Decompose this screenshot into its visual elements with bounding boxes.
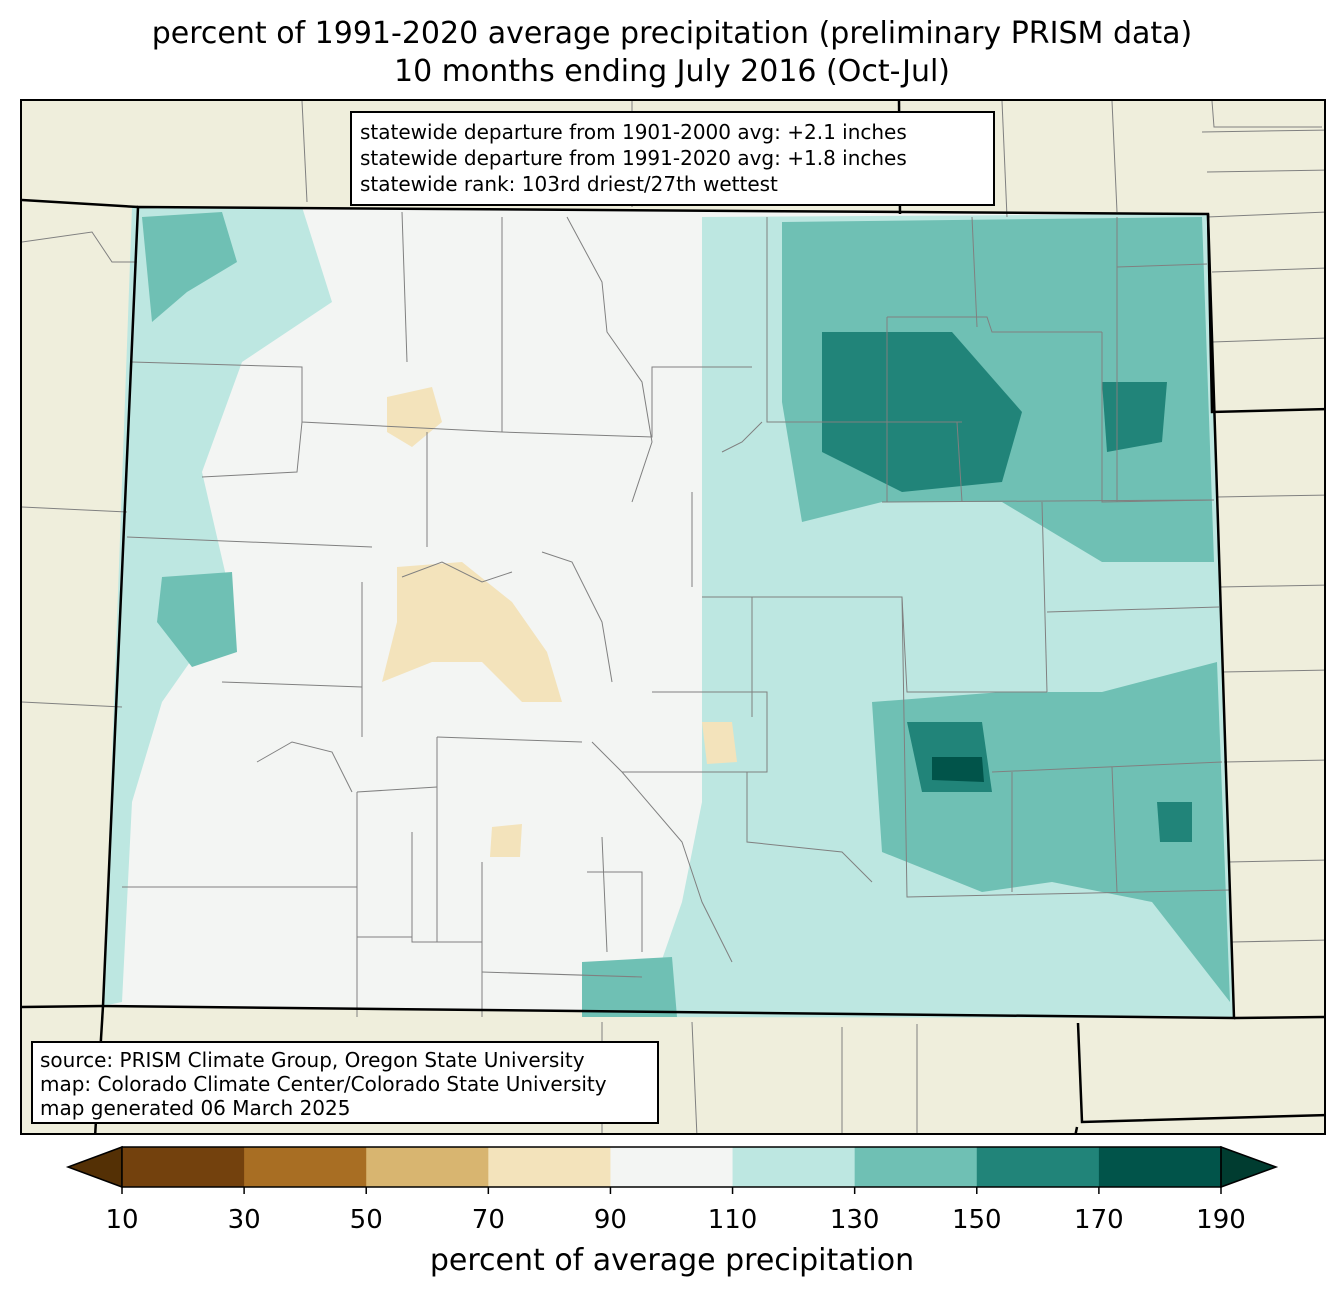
colorbar	[65, 1145, 1279, 1194]
map-credit-line: map: Colorado Climate Center/Colorado St…	[40, 1072, 607, 1096]
colorbar-tick-label-110: 110	[707, 1205, 758, 1235]
colorbar-tick-label-50: 50	[349, 1205, 383, 1235]
central-70-90	[382, 562, 562, 702]
colorbar-segment-70-90	[488, 1147, 611, 1187]
nw-patch	[157, 572, 237, 667]
colorbar-tick-label-130: 130	[829, 1205, 880, 1235]
colorbar-tick-label-190: 190	[1196, 1205, 1246, 1235]
map-title-line1: percent of 1991-2020 average precipitati…	[151, 16, 1193, 51]
colorbar-under-arrow	[65, 1145, 123, 1189]
colorbar-segment-90-110	[610, 1147, 734, 1187]
statewide-stats-box: statewide departure from 1901-2000 avg: …	[350, 111, 995, 206]
colorbar-ticks	[121, 1187, 1222, 1194]
colorbar-segment-30-50	[244, 1147, 367, 1187]
map-panel	[20, 99, 1326, 1135]
stats-departure-1901-2000: statewide departure from 1901-2000 avg: …	[360, 120, 907, 144]
colorbar-label: percent of average precipitation	[429, 1243, 915, 1278]
stats-departure-1991-2020: statewide departure from 1991-2020 avg: …	[360, 146, 907, 170]
colorbar-segment-50-70	[366, 1147, 489, 1187]
map-generated-line: map generated 06 March 2025	[40, 1096, 351, 1120]
colorbar-segment-110-130	[732, 1147, 856, 1187]
map-title-line2: 10 months ending July 2016 (Oct-Jul)	[393, 54, 951, 89]
colorbar-tick-label-70: 70	[471, 1205, 505, 1235]
nw-dry-70-90	[387, 387, 442, 447]
source-line: source: PRISM Climate Group, Oregon Stat…	[40, 1048, 585, 1072]
sangre-130-150	[582, 957, 677, 1017]
colorbar-tick-label-150: 150	[951, 1205, 1002, 1235]
south-dry-70-90	[702, 722, 737, 764]
se-170-190	[932, 757, 984, 782]
colorbar-tick-label-90: 90	[593, 1205, 627, 1235]
northwest-130-150	[142, 212, 237, 322]
north-150-170	[822, 332, 1022, 492]
colorbar-segments	[122, 1147, 1222, 1187]
colorbar-segment-10-30	[122, 1147, 245, 1187]
ne-150-170	[1102, 382, 1167, 452]
colorbar-segment-150-170	[976, 1147, 1100, 1187]
colorbar-tick-label-30: 30	[227, 1205, 261, 1235]
county-lines	[22, 101, 1324, 1133]
colorbar-tick-label-10: 10	[105, 1205, 139, 1235]
colorbar-segment-170-190	[1098, 1147, 1222, 1187]
colorbar-segment-130-150	[854, 1147, 978, 1187]
colorbar-over-arrow	[1220, 1145, 1279, 1189]
source-credits-box: source: PRISM Climate Group, Oregon Stat…	[31, 1041, 659, 1124]
colorbar-tick-label-170: 170	[1074, 1205, 1124, 1235]
stats-rank: statewide rank: 103rd driest/27th wettes…	[360, 172, 778, 196]
precip-map-svg	[22, 101, 1324, 1133]
se2-150-170	[1157, 802, 1192, 842]
colorbar-outline	[121, 1146, 1222, 1188]
sw-dry-70-90	[490, 824, 522, 857]
